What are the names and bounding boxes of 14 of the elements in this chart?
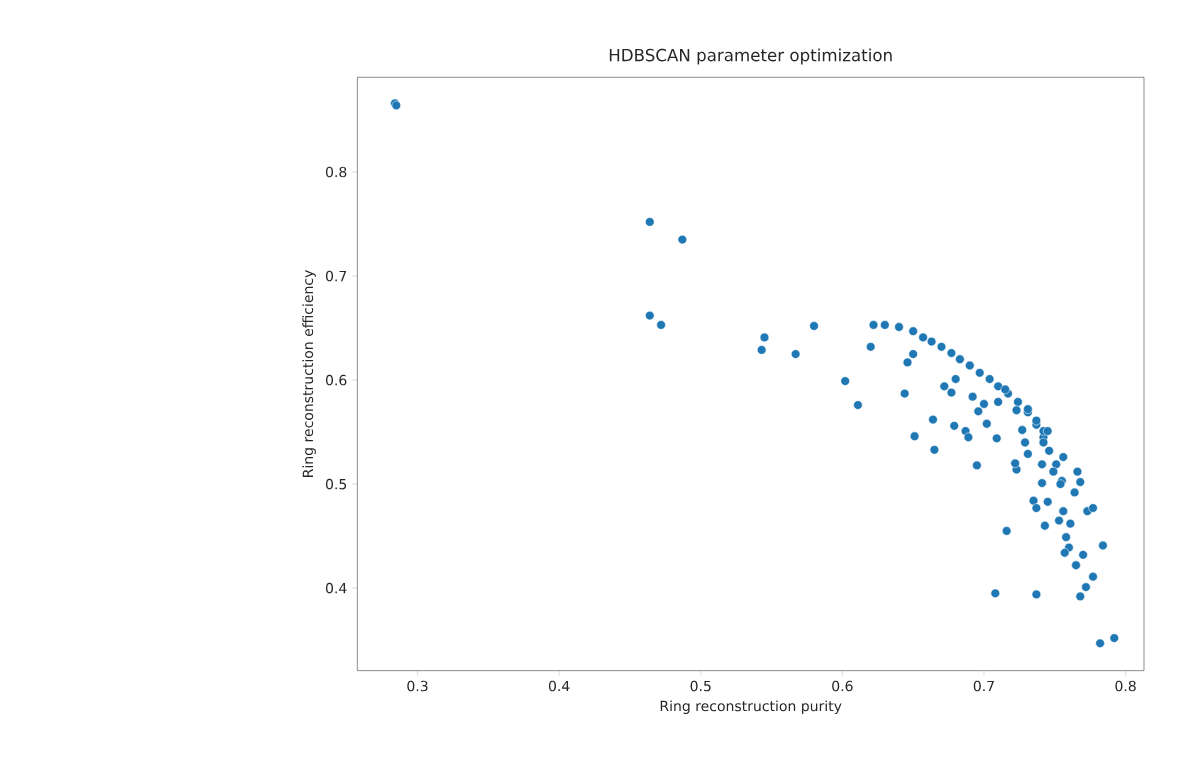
x-tick-label: 0.6 [832,680,853,692]
y-tick-label: 0.4 [325,582,347,594]
x-tick-label: 0.7 [973,680,994,692]
y-tick-label: 0.8 [325,166,347,178]
chart-title: HDBSCAN parameter optimization [609,48,892,65]
x-axis-title: Ring reconstruction purity [660,700,842,714]
x-tick-label: 0.3 [407,680,428,692]
y-tick-label: 0.6 [325,374,347,386]
x-tick-label: 0.8 [1115,680,1136,692]
y-axis-title: Ring reconstruction efficiency [302,270,316,477]
y-tick-label: 0.7 [325,270,347,282]
y-tick-label: 0.5 [325,478,347,490]
x-tick-label: 0.5 [690,680,711,692]
x-tick-label: 0.4 [548,680,570,692]
